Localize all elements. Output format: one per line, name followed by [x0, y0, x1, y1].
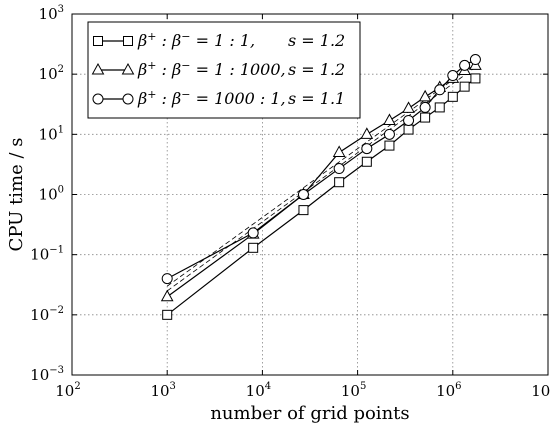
- data-point: [447, 70, 459, 82]
- data-point: [434, 84, 446, 96]
- series-layer: [160, 54, 482, 320]
- data-point: [333, 163, 345, 175]
- legend-marker: [91, 62, 105, 75]
- legend-marker: [121, 62, 135, 75]
- legend-item: β+ : β− = 1 : 1, s = 1.2: [93, 30, 345, 50]
- legend-s-value: s = 1.2: [288, 31, 345, 50]
- y-tick-label: 10−3: [30, 365, 64, 384]
- data-point: [418, 89, 432, 102]
- y-tick-label: 101: [39, 124, 64, 143]
- x-tick-label: 106: [436, 381, 461, 400]
- series-1: [162, 73, 481, 320]
- data-point: [160, 289, 174, 302]
- legend-label: β+ : β− = 1 : 1,: [137, 30, 255, 50]
- data-point: [161, 273, 173, 285]
- legend-marker: [123, 36, 133, 46]
- data-point: [361, 143, 373, 155]
- data-point: [248, 242, 259, 253]
- y-tick-label: 103: [39, 4, 64, 23]
- data-point: [419, 101, 431, 113]
- legend-s-value: s = 1.1: [288, 89, 345, 108]
- data-point: [298, 205, 309, 216]
- legend-marker: [93, 36, 103, 46]
- legend-item: β+ : β− = 1000 : 1, s = 1.1: [92, 88, 345, 108]
- data-point: [447, 91, 458, 102]
- data-point: [297, 189, 309, 200]
- legend-item: β+ : β− = 1 : 1000, s = 1.2: [91, 59, 345, 79]
- legend-label: β+ : β− = 1000 : 1,: [137, 88, 286, 108]
- series-3: [161, 54, 481, 285]
- x-tick-label: 104: [246, 381, 271, 400]
- data-point: [383, 113, 396, 125]
- legend: β+ : β− = 1 : 1, s = 1.2β+ : β− = 1 : 100…: [87, 21, 361, 119]
- data-point: [247, 227, 259, 239]
- data-point: [403, 114, 415, 126]
- data-point: [470, 73, 481, 84]
- data-point: [434, 102, 445, 113]
- legend-box: [87, 21, 361, 119]
- data-point: [162, 309, 173, 320]
- data-point: [334, 177, 345, 188]
- legend-s-value: s = 1.2: [288, 60, 345, 79]
- data-point: [403, 124, 414, 135]
- y-tick-label: 102: [39, 64, 64, 83]
- data-point: [383, 128, 395, 140]
- y-axis-title: CPU time / s: [6, 138, 27, 252]
- data-point: [459, 81, 470, 92]
- y-tick-label: 10−2: [30, 305, 64, 324]
- x-tick-label: 103: [150, 381, 175, 400]
- legend-marker: [92, 93, 104, 105]
- x-tick-label: 105: [341, 381, 366, 400]
- data-point: [420, 112, 431, 123]
- y-tick-label: 10−1: [30, 245, 64, 264]
- data-point: [332, 145, 346, 157]
- data-point: [469, 54, 481, 66]
- data-point: [384, 140, 395, 151]
- legend-label: β+ : β− = 1 : 1000,: [137, 59, 286, 79]
- data-point: [459, 59, 471, 71]
- y-tick-label: 100: [39, 185, 64, 204]
- axis-ticks: 102 103 104 105 106 107 10−3 10−2 10−1 100 101 102 1…: [30, 4, 550, 400]
- data-point: [360, 127, 374, 139]
- x-tick-label: 107: [531, 381, 550, 400]
- data-point: [361, 156, 372, 167]
- legend-marker: [122, 93, 134, 105]
- x-tick-label: 102: [55, 381, 80, 400]
- data-point: [402, 101, 415, 113]
- x-axis-title: number of grid points: [210, 403, 409, 424]
